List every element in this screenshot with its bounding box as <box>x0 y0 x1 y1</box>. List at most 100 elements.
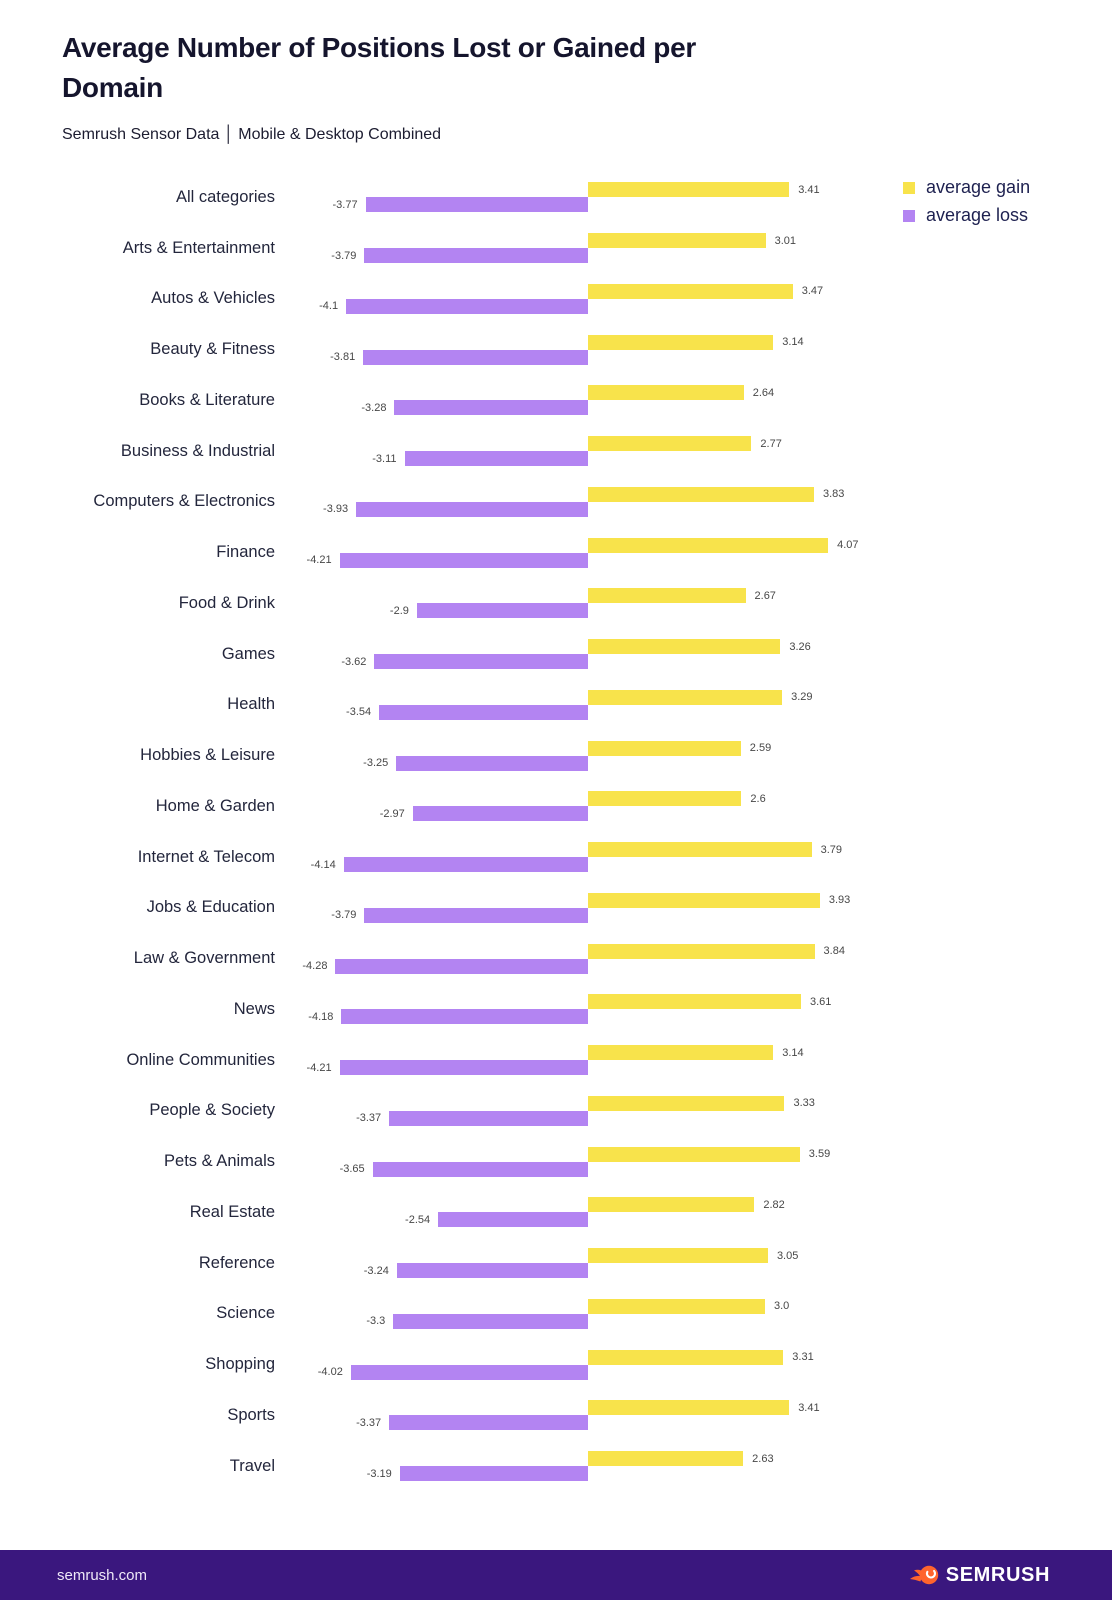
category-label: Sports <box>227 1405 275 1424</box>
loss-value-label: -4.02 <box>317 1366 343 1379</box>
diverging-bar-chart: All categories 3.41 -3.77 Arts & Entertainm… <box>0 172 1112 1492</box>
gain-value-label: 3.33 <box>793 1097 815 1110</box>
loss-bar: -4.14 <box>311 857 588 873</box>
gain-bar: 3.61 <box>588 994 831 1010</box>
loss-bar: -3.25 <box>363 755 588 771</box>
loss-value-label: -3.79 <box>331 909 357 922</box>
loss-bar: -3.77 <box>332 197 588 213</box>
gain-value-label: 3.05 <box>776 1249 799 1262</box>
chart-row: Autos & Vehicles 3.47 -4.1 <box>0 274 1112 325</box>
loss-bar: -3.28 <box>361 400 588 416</box>
gain-bar: 3.0 <box>588 1298 789 1314</box>
loss-value-label: -3.19 <box>366 1467 392 1480</box>
chart-row: Hobbies & Leisure 2.59 -3.25 <box>0 730 1112 781</box>
chart-row: Computers & Electronics 3.83 -3.93 <box>0 477 1112 528</box>
loss-value-label: -2.97 <box>379 807 405 820</box>
chart-row: Science 3.0 -3.3 <box>0 1289 1112 1340</box>
chart-row: Law & Government 3.84 -4.28 <box>0 933 1112 984</box>
loss-bar: -3.24 <box>364 1263 588 1279</box>
gain-value-label: 2.82 <box>763 1198 785 1211</box>
loss-value-label: -3.77 <box>332 198 358 211</box>
gain-bar: 3.41 <box>588 182 820 198</box>
gain-value-label: 3.47 <box>801 285 824 298</box>
gain-value-label: 3.31 <box>792 1351 814 1364</box>
chart-row: Books & Literature 2.64 -3.28 <box>0 375 1112 426</box>
category-label: Home & Garden <box>155 796 275 815</box>
loss-value-label: -3.65 <box>339 1163 365 1176</box>
gain-bar: 2.6 <box>588 791 766 807</box>
chart-row: Business & Industrial 2.77 -3.11 <box>0 426 1112 477</box>
gain-bar: 3.79 <box>588 842 842 858</box>
loss-value-label: -4.1 <box>319 300 339 313</box>
loss-bar: -2.97 <box>380 806 588 822</box>
loss-value-label: -4.14 <box>310 858 336 871</box>
gain-value-label: 3.83 <box>822 488 845 501</box>
loss-bar: -2.54 <box>405 1212 588 1228</box>
gain-value-label: 3.14 <box>782 336 804 349</box>
chart-row: People & Society 3.33 -3.37 <box>0 1086 1112 1137</box>
gain-value-label: 3.93 <box>828 894 851 907</box>
chart-row: Sports 3.41 -3.37 <box>0 1390 1112 1441</box>
chart-row: Shopping 3.31 -4.02 <box>0 1339 1112 1390</box>
category-label: Real Estate <box>189 1202 275 1221</box>
loss-value-label: -3.11 <box>372 452 397 465</box>
gain-value-label: 2.67 <box>754 589 776 602</box>
category-label: Online Communities <box>126 1050 275 1069</box>
loss-value-label: -3.54 <box>346 706 372 719</box>
loss-value-label: -4.28 <box>302 960 328 973</box>
loss-bar: -3.79 <box>331 248 588 264</box>
chart-row: Pets & Animals 3.59 -3.65 <box>0 1136 1112 1187</box>
gain-value-label: 3.41 <box>798 183 820 196</box>
footer-bar: semrush.com SEMRUSH <box>0 1550 1112 1600</box>
loss-value-label: -3.28 <box>361 401 387 414</box>
page-title: Average Number of Positions Lost or Gain… <box>62 32 696 103</box>
gain-bar: 3.14 <box>588 334 804 350</box>
loss-bar: -3.79 <box>331 907 588 923</box>
gain-bar: 2.82 <box>588 1197 785 1213</box>
loss-bar: -4.18 <box>308 1009 588 1025</box>
category-label: All categories <box>175 187 275 206</box>
chart-row: Travel 2.63 -3.19 <box>0 1441 1112 1492</box>
chart-subtitle: Semrush Sensor Data │ Mobile & Desktop C… <box>62 126 442 143</box>
chart-row: Beauty & Fitness 3.14 -3.81 <box>0 324 1112 375</box>
loss-bar: -3.54 <box>346 704 588 720</box>
loss-bar: -3.11 <box>372 451 588 467</box>
gain-value-label: 3.61 <box>809 995 832 1008</box>
gain-bar: 3.26 <box>588 639 811 655</box>
gain-swatch-icon <box>903 181 915 194</box>
loss-bar: -4.1 <box>319 298 588 314</box>
loss-value-label: -3.62 <box>341 655 367 668</box>
category-label: Business & Industrial <box>120 441 275 460</box>
gain-bar: 3.05 <box>588 1248 798 1264</box>
category-label: News <box>233 999 275 1018</box>
loss-value-label: -3.24 <box>363 1264 389 1277</box>
gain-value-label: 2.63 <box>752 1452 774 1465</box>
category-label: Hobbies & Leisure <box>140 746 275 765</box>
gain-bar: 4.07 <box>588 537 859 553</box>
gain-bar: 3.41 <box>588 1400 820 1416</box>
gain-bar: 3.14 <box>588 1045 804 1061</box>
gain-value-label: 3.26 <box>789 640 811 653</box>
category-label: Games <box>221 644 275 663</box>
loss-bar: -4.28 <box>302 958 588 974</box>
gain-bar: 3.93 <box>588 892 850 908</box>
loss-bar: -3.37 <box>356 1415 588 1431</box>
chart-row: Online Communities 3.14 -4.21 <box>0 1035 1112 1086</box>
chart-row: Internet & Telecom 3.79 -4.14 <box>0 832 1112 883</box>
loss-bar: -3.19 <box>367 1466 588 1482</box>
loss-value-label: -4.18 <box>308 1010 334 1023</box>
category-label: Finance <box>216 543 275 562</box>
gain-bar: 2.77 <box>588 436 782 452</box>
legend-item-gain: average gain <box>903 177 1030 198</box>
gain-bar: 2.59 <box>588 740 771 756</box>
semrush-logo-text: SEMRUSH <box>945 1563 1050 1586</box>
category-label: Health <box>227 695 275 714</box>
chart-row: Finance 4.07 -4.21 <box>0 527 1112 578</box>
category-label: Beauty & Fitness <box>150 340 275 359</box>
loss-value-label: -2.54 <box>405 1213 431 1226</box>
gain-value-label: 3.0 <box>774 1300 790 1313</box>
chart-row: Health 3.29 -3.54 <box>0 680 1112 731</box>
loss-bar: -3.81 <box>330 349 588 365</box>
gain-bar: 3.47 <box>588 283 823 299</box>
loss-value-label: -3.37 <box>356 1112 382 1125</box>
